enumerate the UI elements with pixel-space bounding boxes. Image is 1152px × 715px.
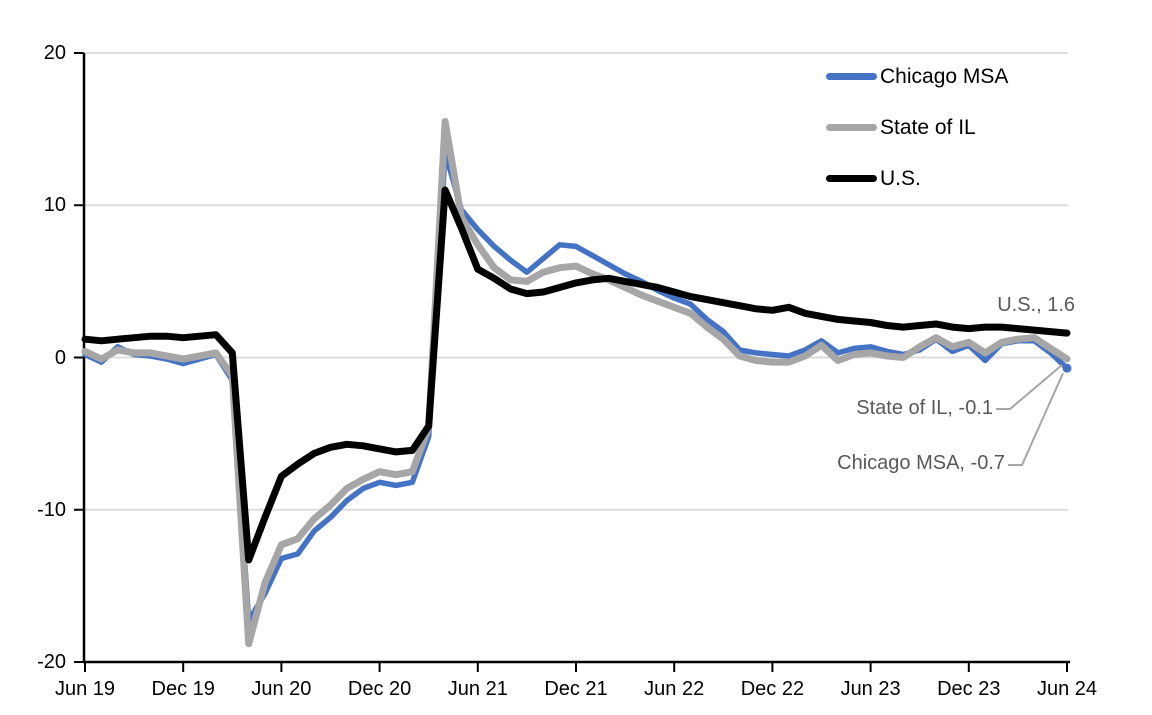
- x-tick-label: Jun 23: [840, 678, 901, 700]
- x-tick-label: Dec 22: [740, 678, 805, 700]
- legend-item-us: U.S.: [826, 165, 1008, 192]
- series-line-state-of-il: [81, 118, 1071, 648]
- axes: [74, 52, 1070, 672]
- y-tick-label: 20: [43, 42, 66, 64]
- legend-label-chicago-msa: Chicago MSA: [880, 65, 1009, 88]
- legend-swatch-chicago-msa: [826, 73, 877, 80]
- x-tick-label: Dec 23: [937, 678, 1001, 700]
- series-lines: [81, 118, 1072, 648]
- leader-line-chicago-msa: [1008, 372, 1064, 466]
- y-tick-label: -10: [37, 498, 66, 521]
- series-line-u-s-: [81, 186, 1071, 564]
- legend-label-state-of-il: State of IL: [880, 116, 976, 139]
- legend: Chicago MSA State of IL U.S.: [826, 63, 1008, 216]
- legend-swatch-us: [826, 175, 877, 182]
- series-end-marker-chicago-msa: [1062, 363, 1072, 373]
- annotation-us-end-value: U.S., 1.6: [997, 294, 1075, 316]
- legend-item-state-of-il: State of IL: [826, 114, 1008, 141]
- x-tick-label: Dec 20: [347, 678, 412, 700]
- x-tick-label: Jun 21: [447, 678, 508, 700]
- legend-swatch-state-of-il: [826, 124, 877, 131]
- y-tick-label: 0: [54, 346, 66, 369]
- legend-item-chicago-msa: Chicago MSA: [826, 63, 1008, 90]
- annotation-state-of-il-end-value: State of IL, -0.1: [856, 397, 993, 419]
- annotation-leader-lines: [996, 364, 1064, 466]
- x-tick-label: Jun 20: [251, 678, 312, 700]
- x-tick-label: Jun 24: [1036, 678, 1098, 700]
- x-tick-label: Jun 22: [644, 678, 705, 700]
- x-tick-label: Dec 21: [544, 678, 608, 700]
- y-tick-label: -20: [37, 651, 66, 673]
- legend-label-us: U.S.: [880, 167, 921, 190]
- y-tick-label: 10: [43, 194, 66, 217]
- x-tick-label: Dec 19: [151, 678, 215, 700]
- x-tick-label: Jun 19: [54, 678, 116, 700]
- annotation-chicago-msa-end-value: Chicago MSA, -0.7: [837, 452, 1005, 474]
- leader-line-state-of-il: [996, 364, 1063, 410]
